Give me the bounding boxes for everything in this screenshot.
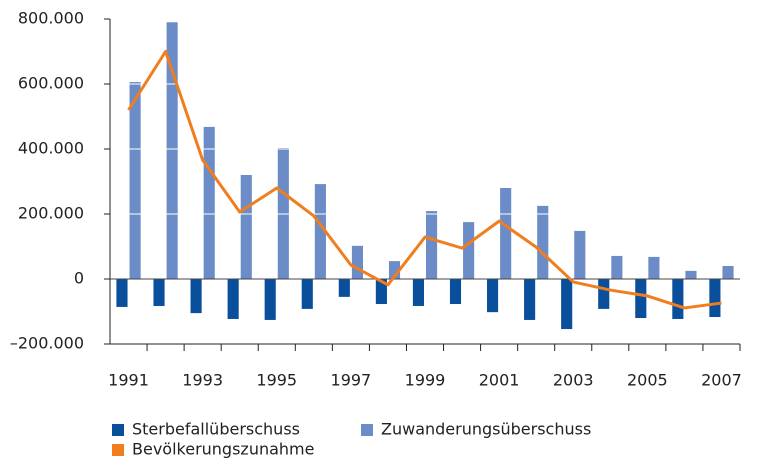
- y-tick-label: 400.000: [18, 139, 84, 158]
- bar: [351, 245, 363, 279]
- bar: [500, 188, 512, 279]
- bar: [227, 279, 239, 319]
- legend-swatch: [361, 424, 373, 436]
- x-tick-label: 1993: [182, 371, 223, 390]
- legend-swatch: [112, 424, 124, 436]
- legend-label: Bevölkerungszunahme: [132, 440, 314, 459]
- bar: [338, 279, 350, 297]
- x-tick-label: 1999: [405, 371, 446, 390]
- bar: [561, 279, 573, 330]
- x-tick-label: 1997: [331, 371, 372, 390]
- bar: [314, 184, 326, 279]
- y-tick-label: 200.000: [18, 204, 84, 223]
- bar: [153, 279, 165, 306]
- bar: [722, 266, 734, 279]
- x-tick-label: 1995: [256, 371, 297, 390]
- bar: [635, 279, 647, 318]
- legend-label: Sterbefallüberschuss: [132, 420, 300, 439]
- bar: [240, 175, 252, 279]
- bar: [426, 211, 438, 279]
- bar: [264, 279, 276, 320]
- bar: [129, 82, 141, 279]
- bar: [412, 279, 424, 306]
- bar: [487, 279, 499, 313]
- x-tick-label: 2007: [701, 371, 742, 390]
- bar: [116, 279, 128, 307]
- bar: [685, 270, 697, 279]
- bar: [388, 261, 401, 279]
- x-tick-label: 2003: [553, 371, 594, 390]
- bar: [709, 279, 721, 318]
- bar: [301, 279, 313, 309]
- bar: [463, 222, 475, 279]
- bar: [537, 205, 549, 279]
- bar: [611, 255, 623, 279]
- bar: [524, 279, 536, 320]
- x-tick-label: 1991: [108, 371, 149, 390]
- bar: [166, 22, 178, 279]
- legend-swatch: [112, 444, 124, 456]
- bar: [648, 256, 660, 279]
- x-tick-label: 2005: [627, 371, 668, 390]
- y-tick-label: 0: [74, 269, 84, 288]
- y-tick-label: –200.000: [10, 334, 84, 353]
- legend-label: Zuwanderungsüberschuss: [381, 420, 591, 439]
- bar: [672, 279, 684, 319]
- x-tick-label: 2001: [479, 371, 520, 390]
- bar: [203, 126, 215, 280]
- bar: [190, 279, 202, 314]
- bar: [574, 230, 586, 279]
- line-series: [127, 50, 722, 310]
- bar: [449, 279, 462, 305]
- bar: [375, 279, 387, 305]
- y-tick-label: 600.000: [18, 74, 84, 93]
- y-tick-label: 800.000: [18, 9, 84, 28]
- bar: [598, 279, 610, 309]
